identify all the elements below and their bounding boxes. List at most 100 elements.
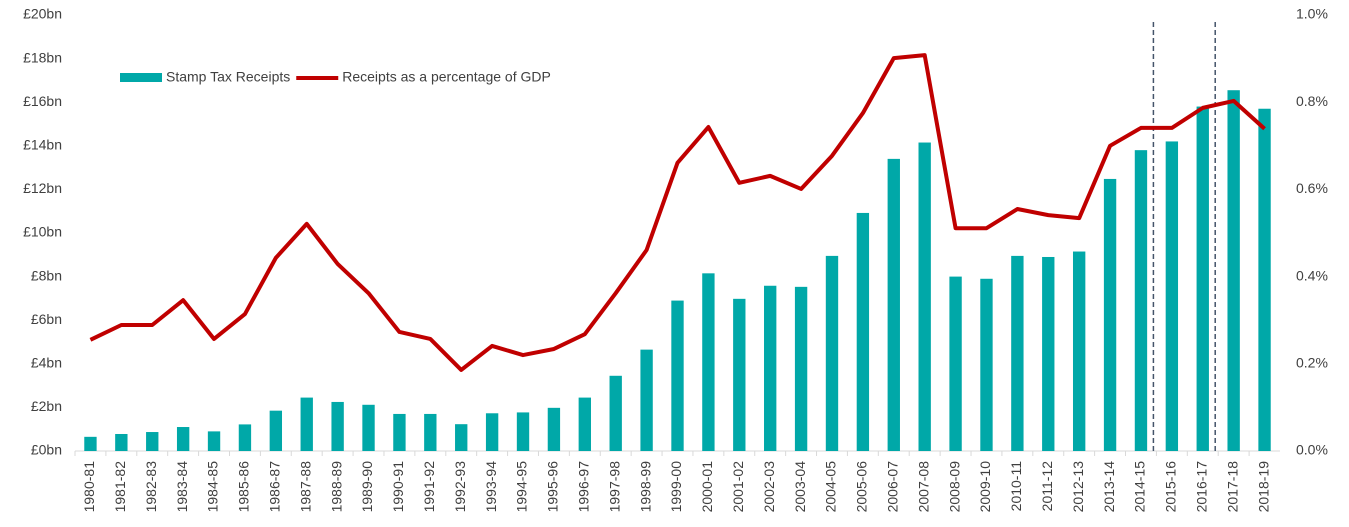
bar bbox=[856, 212, 870, 451]
x-tick-label: 2010-11 bbox=[1008, 461, 1024, 512]
x-tick-label: 2005-06 bbox=[854, 461, 870, 513]
bar bbox=[918, 142, 931, 451]
x-tick-label: 2006-07 bbox=[884, 461, 900, 513]
x-tick-label: 2011-12 bbox=[1039, 461, 1055, 512]
y-tick-label: £0bn bbox=[31, 442, 62, 458]
y-tick-label: £12bn bbox=[23, 180, 62, 196]
x-tick-label: 1985-86 bbox=[236, 461, 252, 513]
x-tick-label: 1993-94 bbox=[483, 461, 499, 513]
bar bbox=[115, 433, 128, 451]
bar bbox=[1196, 106, 1209, 451]
x-tick-label: 2002-03 bbox=[761, 461, 777, 513]
y2-tick-label: 0.6% bbox=[1296, 180, 1328, 196]
bar bbox=[949, 276, 962, 451]
x-tick-label: 1981-82 bbox=[112, 461, 128, 513]
bar bbox=[424, 413, 437, 451]
bar bbox=[176, 427, 190, 451]
y-tick-label: £18bn bbox=[23, 49, 62, 65]
bar bbox=[331, 401, 344, 451]
bar bbox=[485, 413, 499, 451]
y2-tick-label: 1.0% bbox=[1296, 6, 1328, 22]
bar bbox=[1227, 90, 1240, 452]
bar bbox=[207, 431, 221, 451]
x-tick-label: 1987-88 bbox=[297, 461, 313, 513]
x-tick-label: 1992-93 bbox=[452, 461, 468, 513]
y2-tick-label: 0.2% bbox=[1296, 355, 1328, 371]
y2-tick-label: 0.4% bbox=[1296, 267, 1328, 283]
bar bbox=[146, 432, 159, 451]
bar bbox=[794, 286, 808, 451]
y-tick-label: £20bn bbox=[23, 6, 62, 22]
bar bbox=[578, 397, 591, 451]
bar bbox=[84, 436, 97, 451]
y-tick-label: £2bn bbox=[31, 398, 62, 414]
y2-tick-label: 0.0% bbox=[1296, 442, 1328, 458]
x-tick-label: 1991-92 bbox=[421, 461, 437, 513]
legend-label: Receipts as a percentage of GDP bbox=[342, 69, 551, 85]
y-tick-label: £8bn bbox=[31, 267, 62, 283]
x-tick-label: 2015-16 bbox=[1163, 461, 1179, 513]
x-tick-label: 1998-99 bbox=[637, 461, 653, 513]
bar bbox=[764, 285, 777, 451]
bar bbox=[238, 424, 252, 451]
x-tick-label: 2014-15 bbox=[1132, 461, 1148, 513]
bar bbox=[1165, 141, 1179, 451]
x-tick-label: 1986-87 bbox=[267, 461, 283, 513]
x-tick-label: 1990-91 bbox=[390, 461, 406, 513]
bar bbox=[887, 158, 900, 451]
legend-label: Stamp Tax Receipts bbox=[166, 69, 290, 85]
bar bbox=[1103, 178, 1117, 451]
bar bbox=[1042, 256, 1055, 451]
bar bbox=[640, 349, 653, 451]
x-tick-label: 1997-98 bbox=[606, 461, 622, 513]
x-tick-label: 2003-04 bbox=[792, 461, 808, 513]
x-tick-label: 1999-00 bbox=[668, 461, 684, 513]
x-tick-label: 2012-13 bbox=[1070, 461, 1086, 513]
x-tick-label: 2007-08 bbox=[915, 461, 931, 513]
bar bbox=[1011, 255, 1024, 451]
x-tick-label: 1988-89 bbox=[328, 461, 344, 513]
x-tick-label: 2013-14 bbox=[1101, 461, 1117, 513]
x-tick-label: 2001-02 bbox=[730, 461, 746, 513]
x-tick-label: 1980-81 bbox=[81, 461, 97, 513]
y-tick-label: £14bn bbox=[23, 137, 62, 153]
bar bbox=[516, 412, 530, 451]
bar bbox=[1072, 251, 1086, 451]
x-tick-label: 2017-18 bbox=[1224, 461, 1240, 513]
y-tick-label: £10bn bbox=[23, 224, 62, 240]
line bbox=[89, 53, 1266, 372]
x-tick-label: 2018-19 bbox=[1255, 461, 1271, 513]
y-tick-label: £16bn bbox=[23, 93, 62, 109]
x-tick-label: 2009-10 bbox=[977, 461, 993, 513]
bar bbox=[362, 404, 375, 451]
bar bbox=[300, 397, 313, 451]
legend-swatch bbox=[120, 73, 162, 82]
bar bbox=[980, 278, 993, 451]
y-tick-label: £6bn bbox=[31, 311, 62, 327]
bar bbox=[1258, 108, 1271, 452]
x-tick-label: 1984-85 bbox=[205, 461, 221, 513]
bar bbox=[547, 407, 561, 451]
x-tick-label: 1989-90 bbox=[359, 461, 375, 513]
x-tick-label: 2008-09 bbox=[946, 461, 962, 513]
bar bbox=[393, 413, 406, 451]
x-tick-label: 1982-83 bbox=[143, 461, 159, 513]
y2-tick-label: 0.8% bbox=[1296, 93, 1328, 109]
x-tick-label: 1995-96 bbox=[545, 461, 561, 513]
bar bbox=[671, 300, 684, 451]
y-tick-label: £4bn bbox=[31, 355, 62, 371]
x-tick-label: 2016-17 bbox=[1193, 461, 1209, 513]
bar bbox=[269, 410, 283, 451]
x-tick-label: 1983-84 bbox=[174, 461, 190, 513]
x-tick-label: 1996-97 bbox=[576, 461, 592, 513]
x-tick-label: 2004-05 bbox=[823, 461, 839, 513]
bar bbox=[825, 255, 839, 451]
bar bbox=[702, 273, 715, 451]
bar bbox=[1134, 150, 1148, 451]
bar bbox=[455, 424, 468, 451]
bar bbox=[733, 298, 746, 451]
x-tick-label: 2000-01 bbox=[699, 461, 715, 513]
x-tick-label: 1994-95 bbox=[514, 461, 530, 513]
bar bbox=[609, 375, 622, 451]
